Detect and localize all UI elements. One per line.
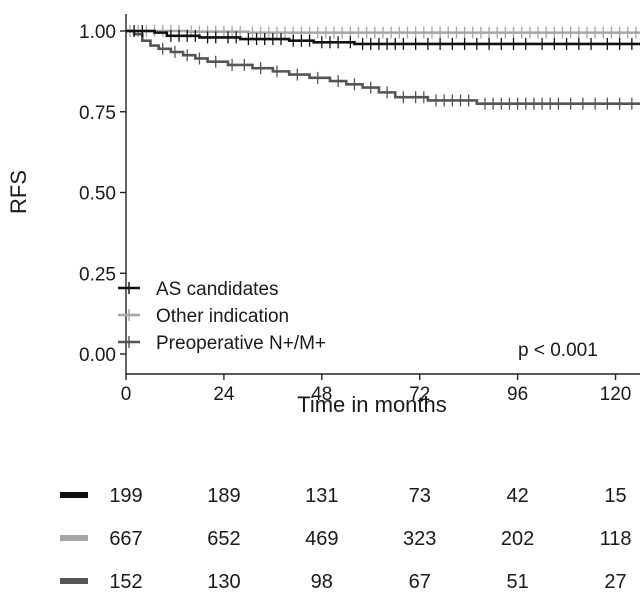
y-tick-label: 0.00 [79,345,116,366]
risk-count: 15 [604,485,626,507]
x-tick-label: 96 [507,384,528,405]
x-tick-label: 120 [600,384,632,405]
risk-count: 469 [305,528,338,550]
risk-count: 42 [506,485,528,507]
risk-count: 98 [311,571,333,593]
plot-area [126,25,640,110]
series-line-1 [126,29,640,34]
y-tick-label: 0.50 [79,184,116,205]
risk-count: 51 [506,571,528,593]
x-tick-label: 24 [213,384,235,405]
risk-count: 130 [207,571,240,593]
x-tick-label: 48 [311,384,332,405]
y-tick-label: 1.00 [79,22,116,43]
legend: AS candidates Other indication Preoperativ… [118,279,326,354]
risk-count: 202 [501,528,534,550]
p-value-annotation: p < 0.001 [518,340,598,361]
risk-count: 73 [409,485,431,507]
risk-count: 667 [109,528,142,550]
y-axis-label: RFS [6,170,31,214]
legend-label-1: Other indication [156,306,289,327]
legend-label-0: AS candidates [156,279,279,300]
x-tick-label: 72 [409,384,430,405]
legend-label-2: Preoperative N+/M+ [156,333,326,354]
axes: 0.00 0.25 0.50 0.75 1.00 0 24 48 72 96 120 [79,14,640,405]
risk-table: 199 189 131 73 42 15 667 652 469 323 202 118 152 130 9… [60,485,631,593]
x-tick-label: 0 [121,384,132,405]
x-axis-label: Time in months [297,392,447,417]
risk-count: 27 [604,571,626,593]
y-tick-label: 0.25 [79,264,116,285]
risk-count: 199 [109,485,142,507]
risk-count: 323 [403,528,436,550]
y-tick-label: 0.75 [79,103,116,124]
risk-count: 67 [409,571,431,593]
series-line-0 [126,29,640,46]
risk-count: 189 [207,485,240,507]
risk-count: 652 [207,528,240,550]
risk-count: 131 [305,485,338,507]
risk-count: 118 [600,528,632,550]
risk-count: 152 [109,571,142,593]
series-line-2 [126,29,640,105]
